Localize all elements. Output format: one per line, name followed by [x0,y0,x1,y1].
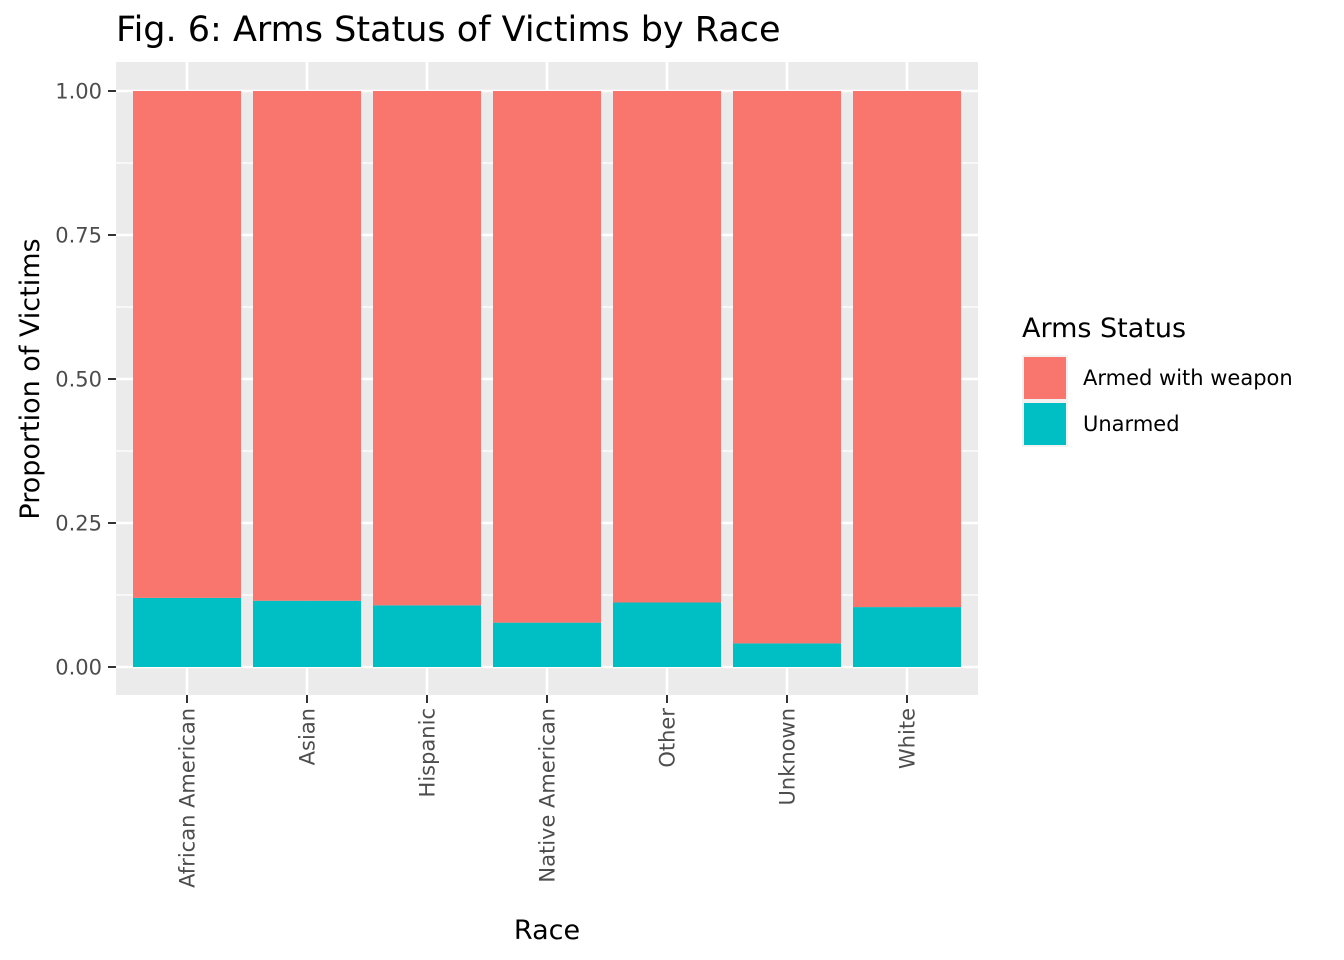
bar-unarmed-native-american [493,622,601,667]
y-tick-label: 0.25 [55,512,102,536]
bar-armed-with-weapon-unknown [733,91,841,644]
x-tick-label: White [896,708,920,769]
x-tick-label: Other [656,708,680,768]
bar-armed-with-weapon-native-american [493,91,601,623]
bar-unarmed-unknown [733,643,841,667]
bar-unarmed-hispanic [373,605,481,667]
x-tick-label: Native American [536,708,560,883]
chart-title: Fig. 6: Arms Status of Victims by Race [116,10,781,50]
x-axis-title: Race [514,915,580,946]
bar-unarmed-white [853,607,961,667]
legend-key-unarmed [1024,403,1066,445]
legend-label: Armed with weapon [1083,366,1293,390]
legend-label: Unarmed [1083,412,1180,436]
y-axis: 0.00 0.25 0.50 0.75 1.00 [55,80,116,680]
y-tick-label: 0.00 [55,656,102,680]
y-tick-label: 0.75 [55,224,102,248]
legend-title: Arms Status [1022,313,1186,344]
legend: Arms Status Armed with weapon Unarmed [1022,313,1293,447]
bar-armed-with-weapon-hispanic [373,91,481,606]
x-tick-label: African American [176,708,200,888]
bar-armed-with-weapon-african-american [133,91,241,598]
y-tick-label: 0.50 [55,368,102,392]
bar-unarmed-african-american [133,597,241,667]
y-axis-title: Proportion of Victims [15,238,46,519]
x-axis: African American Asian Hispanic Native Amer… [176,695,920,888]
y-tick-label: 1.00 [55,80,102,104]
legend-key-armed-with-weapon [1024,357,1066,399]
x-tick-label: Unknown [776,708,800,805]
x-tick-label: Hispanic [416,708,440,797]
bar-armed-with-weapon-other [613,91,721,603]
bar-unarmed-other [613,602,721,667]
bars [133,91,961,667]
bar-armed-with-weapon-asian [253,91,361,601]
x-tick-label: Asian [296,708,320,765]
bar-unarmed-asian [253,600,361,667]
bar-armed-with-weapon-white [853,91,961,608]
